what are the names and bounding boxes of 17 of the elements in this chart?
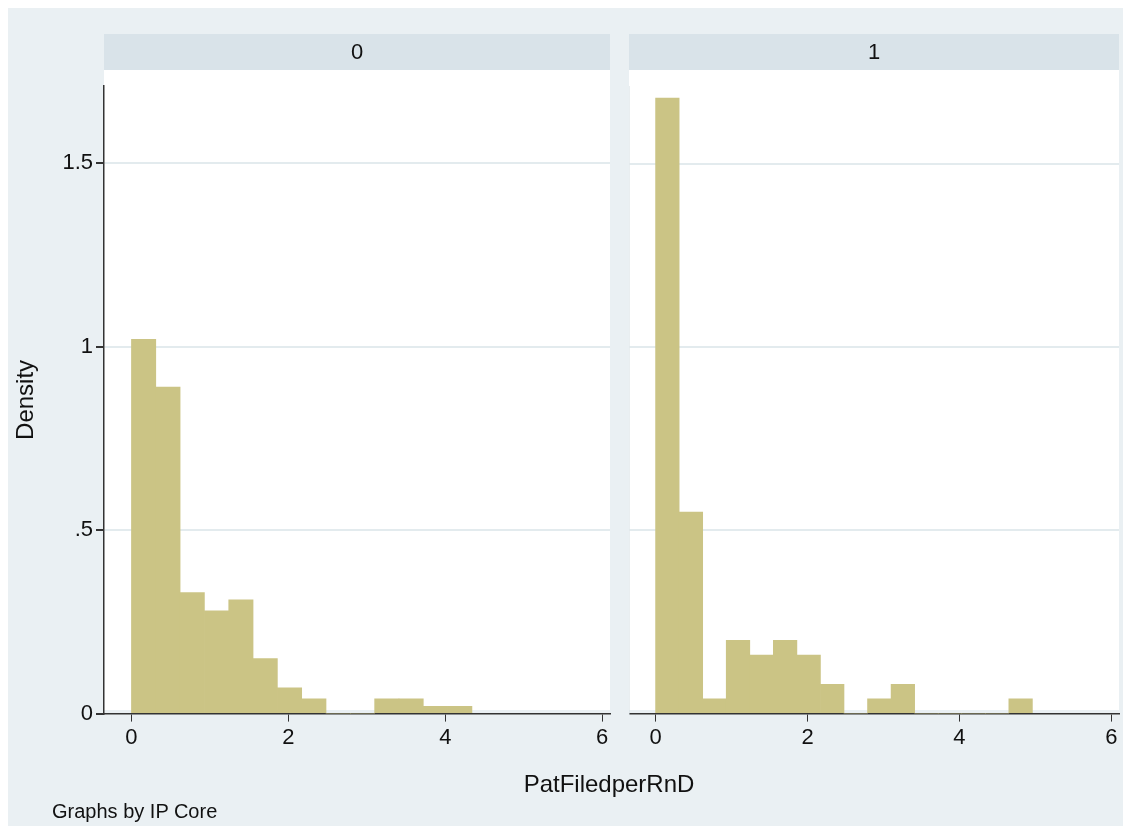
- chart-title: 1: [629, 34, 1119, 70]
- x-tick-label: 4: [953, 723, 966, 749]
- x-tick-label: 0: [125, 723, 138, 749]
- x-axis-title: PatFiledperRnD: [522, 770, 696, 798]
- x-tick-label: 6: [1105, 723, 1118, 749]
- x-tick-label: 2: [801, 723, 814, 749]
- x-tick-label: 4: [439, 723, 452, 749]
- x-tick-label: 6: [596, 723, 609, 749]
- text: Graphs by IP Core: [52, 800, 218, 823]
- x-tick-label: 0: [649, 723, 662, 749]
- y-tick-label: .5: [74, 516, 93, 542]
- x-tick-label: 2: [282, 723, 295, 749]
- y-tick-label: 1: [80, 332, 93, 358]
- y-tick-label: 0: [80, 699, 93, 725]
- y-tick-label: 1.5: [62, 149, 93, 175]
- chart-title: 0: [104, 34, 610, 70]
- y-axis-title: Density: [11, 359, 39, 440]
